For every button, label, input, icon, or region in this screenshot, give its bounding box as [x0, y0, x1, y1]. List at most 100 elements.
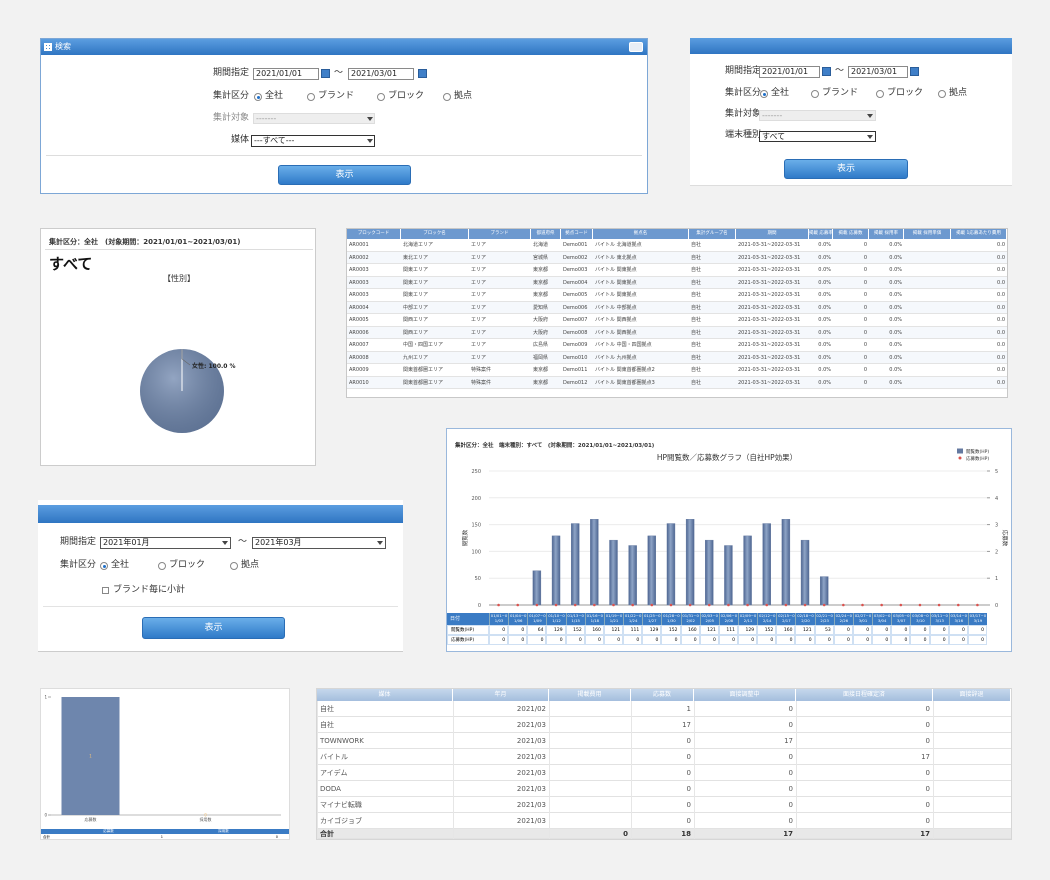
- table-cell: 0: [929, 625, 949, 635]
- radio-button[interactable]: [443, 93, 451, 101]
- cell-border: [631, 797, 632, 813]
- radio-button[interactable]: [876, 90, 884, 98]
- table-cell: 0.0: [997, 267, 1005, 273]
- point: [593, 603, 596, 607]
- radio-button[interactable]: [254, 93, 262, 101]
- table-cell: 2021-03-31~2022-03-31: [738, 317, 801, 323]
- date-input[interactable]: 2021/01/01: [759, 66, 820, 78]
- month-select[interactable]: 2021年01月: [100, 537, 231, 549]
- calendar-icon[interactable]: [321, 69, 330, 78]
- checkbox[interactable]: [102, 587, 109, 594]
- submit-button[interactable]: 表示: [278, 165, 411, 185]
- table-cell: 中部エリア: [403, 304, 429, 311]
- table-cell: 0: [686, 737, 691, 745]
- table-row: [347, 326, 1007, 339]
- cell-border: [694, 701, 695, 717]
- column-header: 採用数: [218, 829, 229, 833]
- table-cell: AR0001: [349, 242, 369, 248]
- cell-border: [317, 813, 318, 829]
- table-cell: 0: [910, 635, 930, 645]
- table-cell: [552, 765, 628, 781]
- table-cell: 自社: [691, 354, 702, 361]
- table-cell: エリア: [471, 242, 487, 248]
- table-cell: 自社: [320, 705, 334, 713]
- y-tick-label: 0: [44, 813, 47, 818]
- table-cell: 2021-03-31~2022-03-31: [738, 304, 801, 311]
- table-cell: [456, 829, 546, 839]
- radio-button[interactable]: [377, 93, 385, 101]
- radio-label: ブランド: [822, 88, 859, 98]
- chart: HP閲覧数／応募数グラフ（自社HP効果） 0 50 100 150 200 250 0 1 2 3 4…: [461, 448, 1009, 609]
- point: [765, 603, 769, 607]
- date-input[interactable]: 2021/03/01: [848, 66, 908, 78]
- table-cell: バイトル 関東首都圏拠点3: [595, 379, 655, 386]
- date-header: 01/25~01/27: [642, 613, 662, 625]
- table-row: [347, 251, 1007, 264]
- chart-panel: 集計区分：全社 端末種別：すべて (対象期間：2021/01/01~2021/0…: [446, 428, 1012, 652]
- table-row: [347, 289, 1007, 302]
- date-input[interactable]: 2021/03/01: [348, 68, 414, 80]
- radio-button[interactable]: [230, 562, 238, 570]
- table-cell: 中国・四国エリア: [403, 342, 444, 348]
- radio-button[interactable]: [158, 562, 166, 570]
- radio-button[interactable]: [100, 562, 108, 570]
- column-header: 媒体: [317, 689, 453, 701]
- cell-border: [694, 765, 695, 781]
- target-select[interactable]: -------: [759, 110, 876, 121]
- table-cell: 0.0%: [818, 367, 831, 373]
- cell-border: [549, 701, 550, 717]
- table-cell: 0: [925, 737, 930, 745]
- cell-border: [453, 781, 454, 797]
- submit-button[interactable]: 表示: [142, 617, 285, 639]
- month-select[interactable]: 2021年03月: [252, 537, 386, 549]
- cell-border: [933, 781, 934, 797]
- minimize-button[interactable]: [629, 42, 643, 52]
- submit-button[interactable]: 表示: [784, 159, 908, 179]
- tilde: ～: [334, 68, 344, 78]
- table-cell: 0: [863, 317, 867, 323]
- point: [803, 603, 807, 607]
- table-cell: 2021/02: [516, 705, 546, 713]
- cell-border: [549, 749, 550, 765]
- calendar-icon[interactable]: [418, 69, 427, 78]
- table-cell: バイトル 関東拠点: [595, 267, 637, 273]
- point: [688, 603, 692, 607]
- cell-border: [317, 765, 318, 781]
- date-input[interactable]: 2021/01/01: [253, 68, 319, 80]
- radio-label: 全社: [111, 560, 130, 570]
- table-cell: 0.0%: [889, 242, 902, 248]
- point: [535, 603, 539, 607]
- calendar-icon[interactable]: [822, 67, 831, 76]
- search-panel: 期間指定 2021/01/01 ～ 2021/03/01 集計区分 全社 ブランド ブロック 拠…: [690, 38, 1012, 186]
- table-cell: 121: [603, 625, 624, 635]
- device-select[interactable]: すべて: [759, 131, 876, 142]
- radio-button[interactable]: [307, 93, 315, 101]
- radio-button[interactable]: [760, 90, 768, 98]
- chart: 女性: 100.0 %: [140, 349, 236, 433]
- cell-border: [549, 781, 550, 797]
- table-cell: 0.0%: [889, 317, 902, 323]
- panel-header: [38, 505, 403, 523]
- table-cell: 160: [680, 625, 700, 635]
- table-cell: 0.0%: [818, 292, 831, 298]
- table-cell: エリア: [471, 267, 487, 273]
- table-cell: 0: [508, 625, 528, 635]
- table-cell: 0: [686, 769, 691, 777]
- radio-button[interactable]: [938, 90, 946, 98]
- point: [612, 603, 615, 607]
- panel-header: [690, 38, 1012, 54]
- target-select[interactable]: -------: [253, 113, 375, 124]
- table-cell: 0: [863, 304, 867, 311]
- calendar-icon[interactable]: [910, 67, 919, 76]
- table-cell: 0.0: [997, 304, 1005, 311]
- media-select[interactable]: ---すべて---: [251, 135, 375, 147]
- radio-button[interactable]: [811, 90, 819, 98]
- cell-border: [694, 717, 695, 733]
- table-cell: マイナビ転職: [320, 801, 362, 809]
- table-cell: 0: [863, 254, 867, 261]
- date-header: 02/12~02/14: [757, 613, 777, 625]
- table-cell: エリア: [471, 304, 487, 311]
- table-cell: 0: [795, 635, 815, 645]
- table-cell: バイトル 関東拠点: [595, 279, 637, 286]
